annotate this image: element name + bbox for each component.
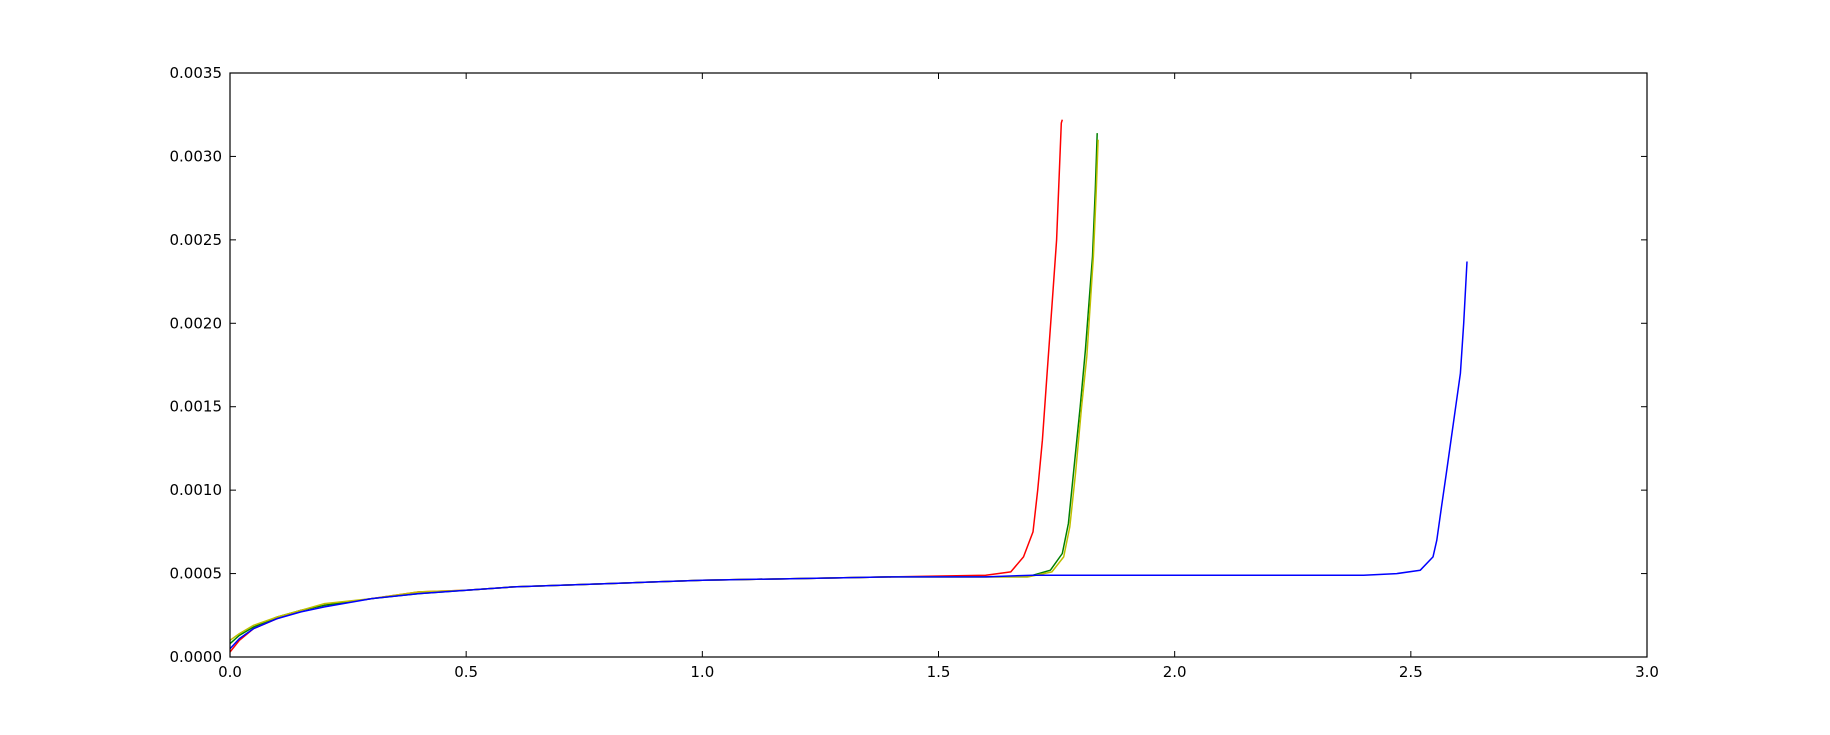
- x-tick-label: 0.0: [218, 663, 242, 681]
- y-tick-label: 0.0030: [170, 147, 223, 165]
- x-tick-label: 2.0: [1163, 663, 1187, 681]
- x-tick-label: 2.5: [1399, 663, 1423, 681]
- y-tick-label: 0.0010: [170, 481, 223, 499]
- y-tick-label: 0.0000: [170, 648, 223, 666]
- series-line-1: [229, 133, 1098, 645]
- series-layer: [229, 119, 1468, 653]
- plot-frame: [229, 72, 1648, 658]
- series-line-3: [229, 261, 1468, 650]
- x-tick-label: 1.5: [927, 663, 951, 681]
- series-line-0: [229, 119, 1064, 653]
- y-tick-label: 0.0025: [170, 231, 223, 249]
- x-tick-label: 0.5: [454, 663, 478, 681]
- series-line-2: [229, 139, 1099, 641]
- x-tick-label: 3.0: [1635, 663, 1659, 681]
- y-tick-label: 0.0020: [170, 314, 223, 332]
- y-tick-label: 0.0015: [170, 398, 223, 416]
- y-tick-label: 0.0035: [170, 64, 223, 82]
- x-tick-label: 1.0: [690, 663, 714, 681]
- y-tick-label: 0.0005: [170, 565, 223, 583]
- ticks-layer: 0.0 0.5 1.0 1.5 2.0 2.5 3.0 0.0000 0.0005 0.0010 0…: [170, 64, 1659, 681]
